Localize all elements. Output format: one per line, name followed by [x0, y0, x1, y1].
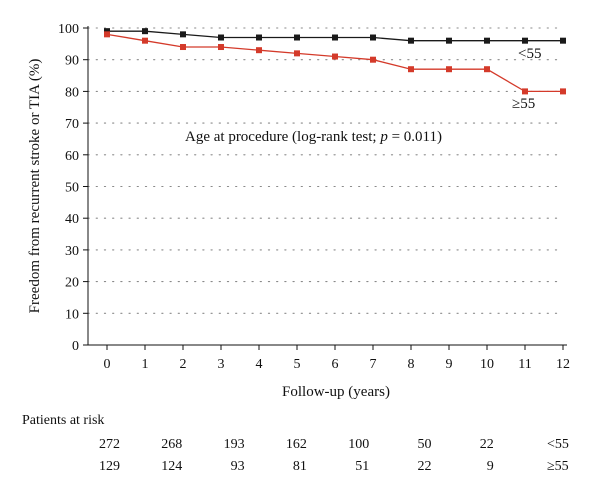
risk-row-0-cell-5: 50	[418, 437, 432, 452]
series-group	[104, 28, 566, 95]
series-0-point-0	[104, 28, 110, 35]
series-0-point-7	[370, 34, 376, 41]
x-tick-label-6: 6	[332, 357, 339, 372]
y-tick-label-8: 80	[65, 85, 79, 100]
risk-table: 272 268 193 162 100 50 22 <55 129 124 93 81 51 22 9 ≥55	[99, 437, 569, 474]
x-tick-label-3: 3	[218, 357, 225, 372]
x-tick-label-11: 11	[518, 357, 531, 372]
x-tick-label-0: 0	[104, 357, 111, 372]
series-1-point-10	[484, 66, 490, 73]
risk-row-1-cell-4: 51	[355, 459, 369, 474]
x-tick-label-7: 7	[370, 357, 377, 372]
series-0-point-6	[332, 34, 338, 41]
x-tick-label-5: 5	[294, 357, 301, 372]
x-ticks: 0 1 2 3 4 5 6 7 8 9 10 11 12	[104, 345, 570, 372]
annotation-prefix: Age at procedure (log-rank test;	[185, 129, 380, 145]
annotation-p: p	[379, 129, 388, 145]
series-1-point-5	[294, 50, 300, 57]
series-label-55plus: ≥55	[512, 96, 535, 112]
x-tick-label-8: 8	[408, 357, 415, 372]
series-line-1	[106, 33, 563, 93]
series-1-point-1	[142, 37, 148, 44]
y-tick-label-4: 40	[65, 212, 79, 227]
series-0-point-1	[142, 28, 148, 35]
series-1-point-12	[560, 88, 566, 95]
series-1-point-11	[522, 88, 528, 95]
risk-row-1-cell-2: 93	[231, 459, 245, 474]
x-tick-label-10: 10	[480, 357, 494, 372]
y-tick-label-9: 90	[65, 54, 79, 69]
risk-row-0-cell-1: 268	[161, 437, 182, 452]
risk-row-0-cell-4: 100	[348, 437, 369, 452]
series-0-point-2	[180, 31, 186, 38]
annotation-text: Age at procedure (log-rank test; p = 0.0…	[185, 129, 442, 145]
x-tick-label-4: 4	[256, 357, 263, 372]
risk-row-0-cell-3: 162	[286, 437, 307, 452]
grid-lines	[87, 27, 564, 314]
y-tick-label-2: 20	[65, 276, 79, 291]
risk-row-1-cell-6: 9	[487, 459, 494, 474]
series-1-point-2	[180, 44, 186, 51]
y-tick-label-1: 10	[65, 307, 79, 322]
risk-row-0-cell-2: 193	[224, 437, 245, 452]
series-0-point-9	[446, 37, 452, 44]
series-1-point-9	[446, 66, 452, 73]
series-label-under55: <55	[518, 46, 541, 62]
risk-row-1-cell-0: 129	[99, 459, 120, 474]
annotation-suffix: = 0.011)	[388, 129, 442, 145]
x-tick-label-1: 1	[142, 357, 149, 372]
risk-row-1-label: ≥55	[547, 459, 569, 474]
series-0-point-4	[256, 34, 262, 41]
series-0-point-11	[522, 37, 528, 44]
series-1-point-3	[218, 44, 224, 51]
x-tick-label-2: 2	[180, 357, 187, 372]
risk-row-1-cell-3: 81	[293, 459, 307, 474]
series-0-point-5	[294, 34, 300, 41]
series-1-point-6	[332, 53, 338, 60]
y-tick-label-7: 70	[65, 117, 79, 132]
risk-row-0-cell-0: 272	[99, 437, 120, 452]
series-1-point-0	[104, 31, 110, 38]
series-0-point-3	[218, 34, 224, 41]
series-0-point-8	[408, 37, 414, 44]
y-axis-label: Freedom from recurrent stroke or TIA (%)	[27, 59, 43, 314]
x-tick-label-9: 9	[446, 357, 453, 372]
y-tick-label-10: 100	[58, 22, 79, 37]
series-0-point-10	[484, 37, 490, 44]
series-1-point-8	[408, 66, 414, 73]
x-tick-label-12: 12	[556, 357, 570, 372]
risk-row-1-cell-1: 124	[161, 459, 182, 474]
risk-row-0-cell-6: 22	[480, 437, 494, 452]
risk-row-0-label: <55	[547, 437, 569, 452]
y-tick-label-5: 50	[65, 181, 79, 196]
risk-row-1-cell-5: 22	[418, 459, 432, 474]
risk-table-title: Patients at risk	[22, 413, 104, 428]
y-tick-label-3: 30	[65, 244, 79, 259]
series-0-point-12	[560, 37, 566, 44]
series-1-point-7	[370, 56, 376, 63]
y-ticks: 0 10 20 30 40 50 60 70 80 90 100	[58, 22, 88, 354]
series-1-point-4	[256, 47, 262, 54]
y-tick-label-6: 60	[65, 149, 79, 164]
x-axis-label: Follow-up (years)	[282, 384, 390, 400]
y-tick-label-0: 0	[72, 339, 79, 354]
